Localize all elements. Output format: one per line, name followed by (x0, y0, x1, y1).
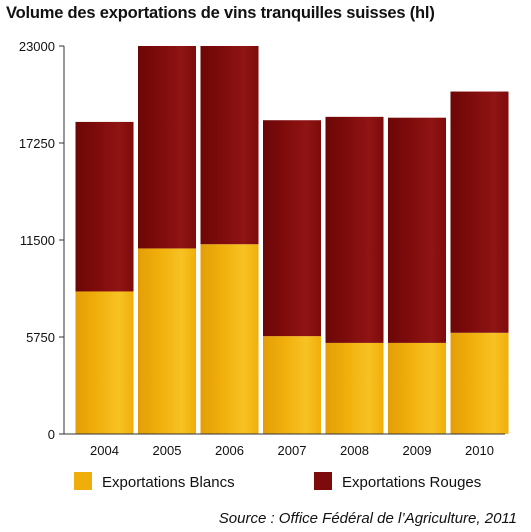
y-tick-label: 23000 (19, 39, 55, 54)
bar-blancs-2010 (450, 332, 509, 434)
bar-blancs-2004 (75, 291, 134, 434)
x-tick-label: 2007 (278, 443, 307, 458)
y-tick-label: 5750 (26, 330, 55, 345)
legend-label-rouges: Exportations Rouges (342, 474, 481, 491)
legend-swatch-blancs (74, 472, 92, 490)
y-tick-label: 17250 (19, 136, 55, 151)
x-tick-label: 2006 (215, 443, 244, 458)
chart-source: Source : Office Fédéral de l’Agriculture… (218, 510, 517, 527)
bar-rouges-2005 (138, 46, 196, 249)
bar-blancs-2005 (138, 248, 196, 434)
chart-title: Volume des exportations de vins tranquil… (6, 4, 435, 22)
bar-rouges-2006 (200, 46, 259, 245)
legend-swatch-rouges (314, 472, 332, 490)
y-tick-label: 11500 (20, 233, 55, 248)
bar-rouges-2010 (450, 91, 509, 333)
x-tick-label: 2008 (340, 443, 369, 458)
legend-label-blancs: Exportations Blancs (102, 474, 235, 491)
bar-rouges-2008 (325, 116, 384, 343)
x-tick-label: 2009 (403, 443, 432, 458)
bar-blancs-2007 (263, 336, 321, 434)
x-tick-label: 2005 (153, 443, 182, 458)
bar-blancs-2008 (325, 342, 384, 434)
bar-rouges-2009 (388, 117, 446, 343)
bar-blancs-2006 (200, 244, 259, 434)
x-tick-label: 2004 (90, 443, 119, 458)
y-tick-label: 0 (48, 427, 55, 442)
x-tick-label: 2010 (465, 443, 494, 458)
bar-rouges-2004 (75, 121, 134, 292)
bar-blancs-2009 (388, 342, 446, 434)
bar-rouges-2007 (263, 120, 321, 337)
